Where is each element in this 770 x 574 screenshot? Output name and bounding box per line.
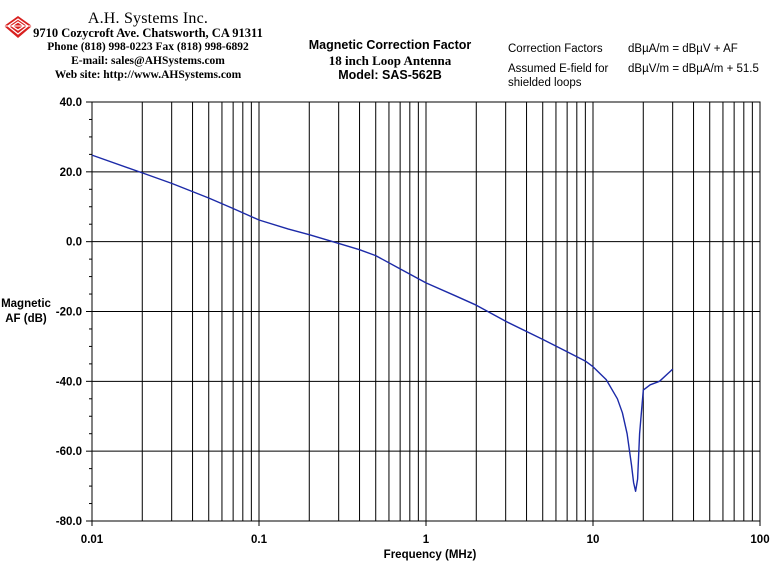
y-axis-label-line2: AF (dB) [5, 313, 47, 325]
company-address: 9710 Cozycroft Ave. Chatsworth, CA 91311 [33, 26, 263, 40]
y-tick-label: 20.0 [60, 167, 82, 179]
y-tick-label: -80.0 [56, 516, 82, 528]
notes-formulas: dBµA/m = dBµV + AF dBµV/m = dBµA/m + 51.… [628, 42, 759, 76]
x-tick-label: 100 [750, 534, 769, 546]
company-website: Web site: http://www.AHSystems.com [54, 69, 242, 81]
x-tick-label: 10 [587, 534, 600, 546]
efield-label-1: Assumed E-field for [508, 63, 609, 75]
af-curve-line [91, 154, 674, 492]
company-logo [2, 14, 34, 40]
y-tick-label: -40.0 [56, 376, 82, 388]
y-tick-label: -60.0 [56, 446, 82, 458]
x-tick-label: 0.1 [251, 534, 268, 546]
efield-formula: dBµV/m = dBµA/m + 51.5 [628, 63, 759, 75]
y-tick-label: -20.0 [56, 307, 82, 319]
chart-title-line3: Model: SAS-562B [338, 68, 442, 82]
company-name: A.H. Systems Inc. [87, 10, 209, 27]
y-tick-label: 40.0 [60, 97, 82, 109]
correction-factors-label: Correction Factors [508, 43, 603, 55]
y-axis-label: Magnetic AF (dB) [0, 297, 52, 327]
y-axis-label-line1: Magnetic [1, 298, 51, 310]
company-phone: Phone (818) 998-0223 Fax (818) 998-6892 [47, 41, 249, 53]
x-axis-label: Frequency (MHz) [383, 549, 477, 561]
correction-formula: dBµA/m = dBµV + AF [628, 43, 738, 55]
y-tick-label: 0.0 [66, 237, 82, 249]
company-email: E-mail: sales@AHSystems.com [71, 55, 225, 67]
chart-title-line1: Magnetic Correction Factor [308, 38, 472, 52]
chart-title: Magnetic Correction Factor 18 inch Loop … [280, 38, 500, 83]
chart-title-line2: 18 inch Loop Antenna [328, 53, 452, 68]
x-tick-label: 0.01 [81, 534, 104, 546]
efield-label-2: shielded loops [508, 77, 582, 89]
company-header: A.H. Systems Inc. 9710 Cozycroft Ave. Ch… [28, 10, 268, 82]
x-tick-label: 1 [423, 534, 430, 546]
notes-labels: Correction Factors Assumed E-field for s… [508, 42, 608, 90]
